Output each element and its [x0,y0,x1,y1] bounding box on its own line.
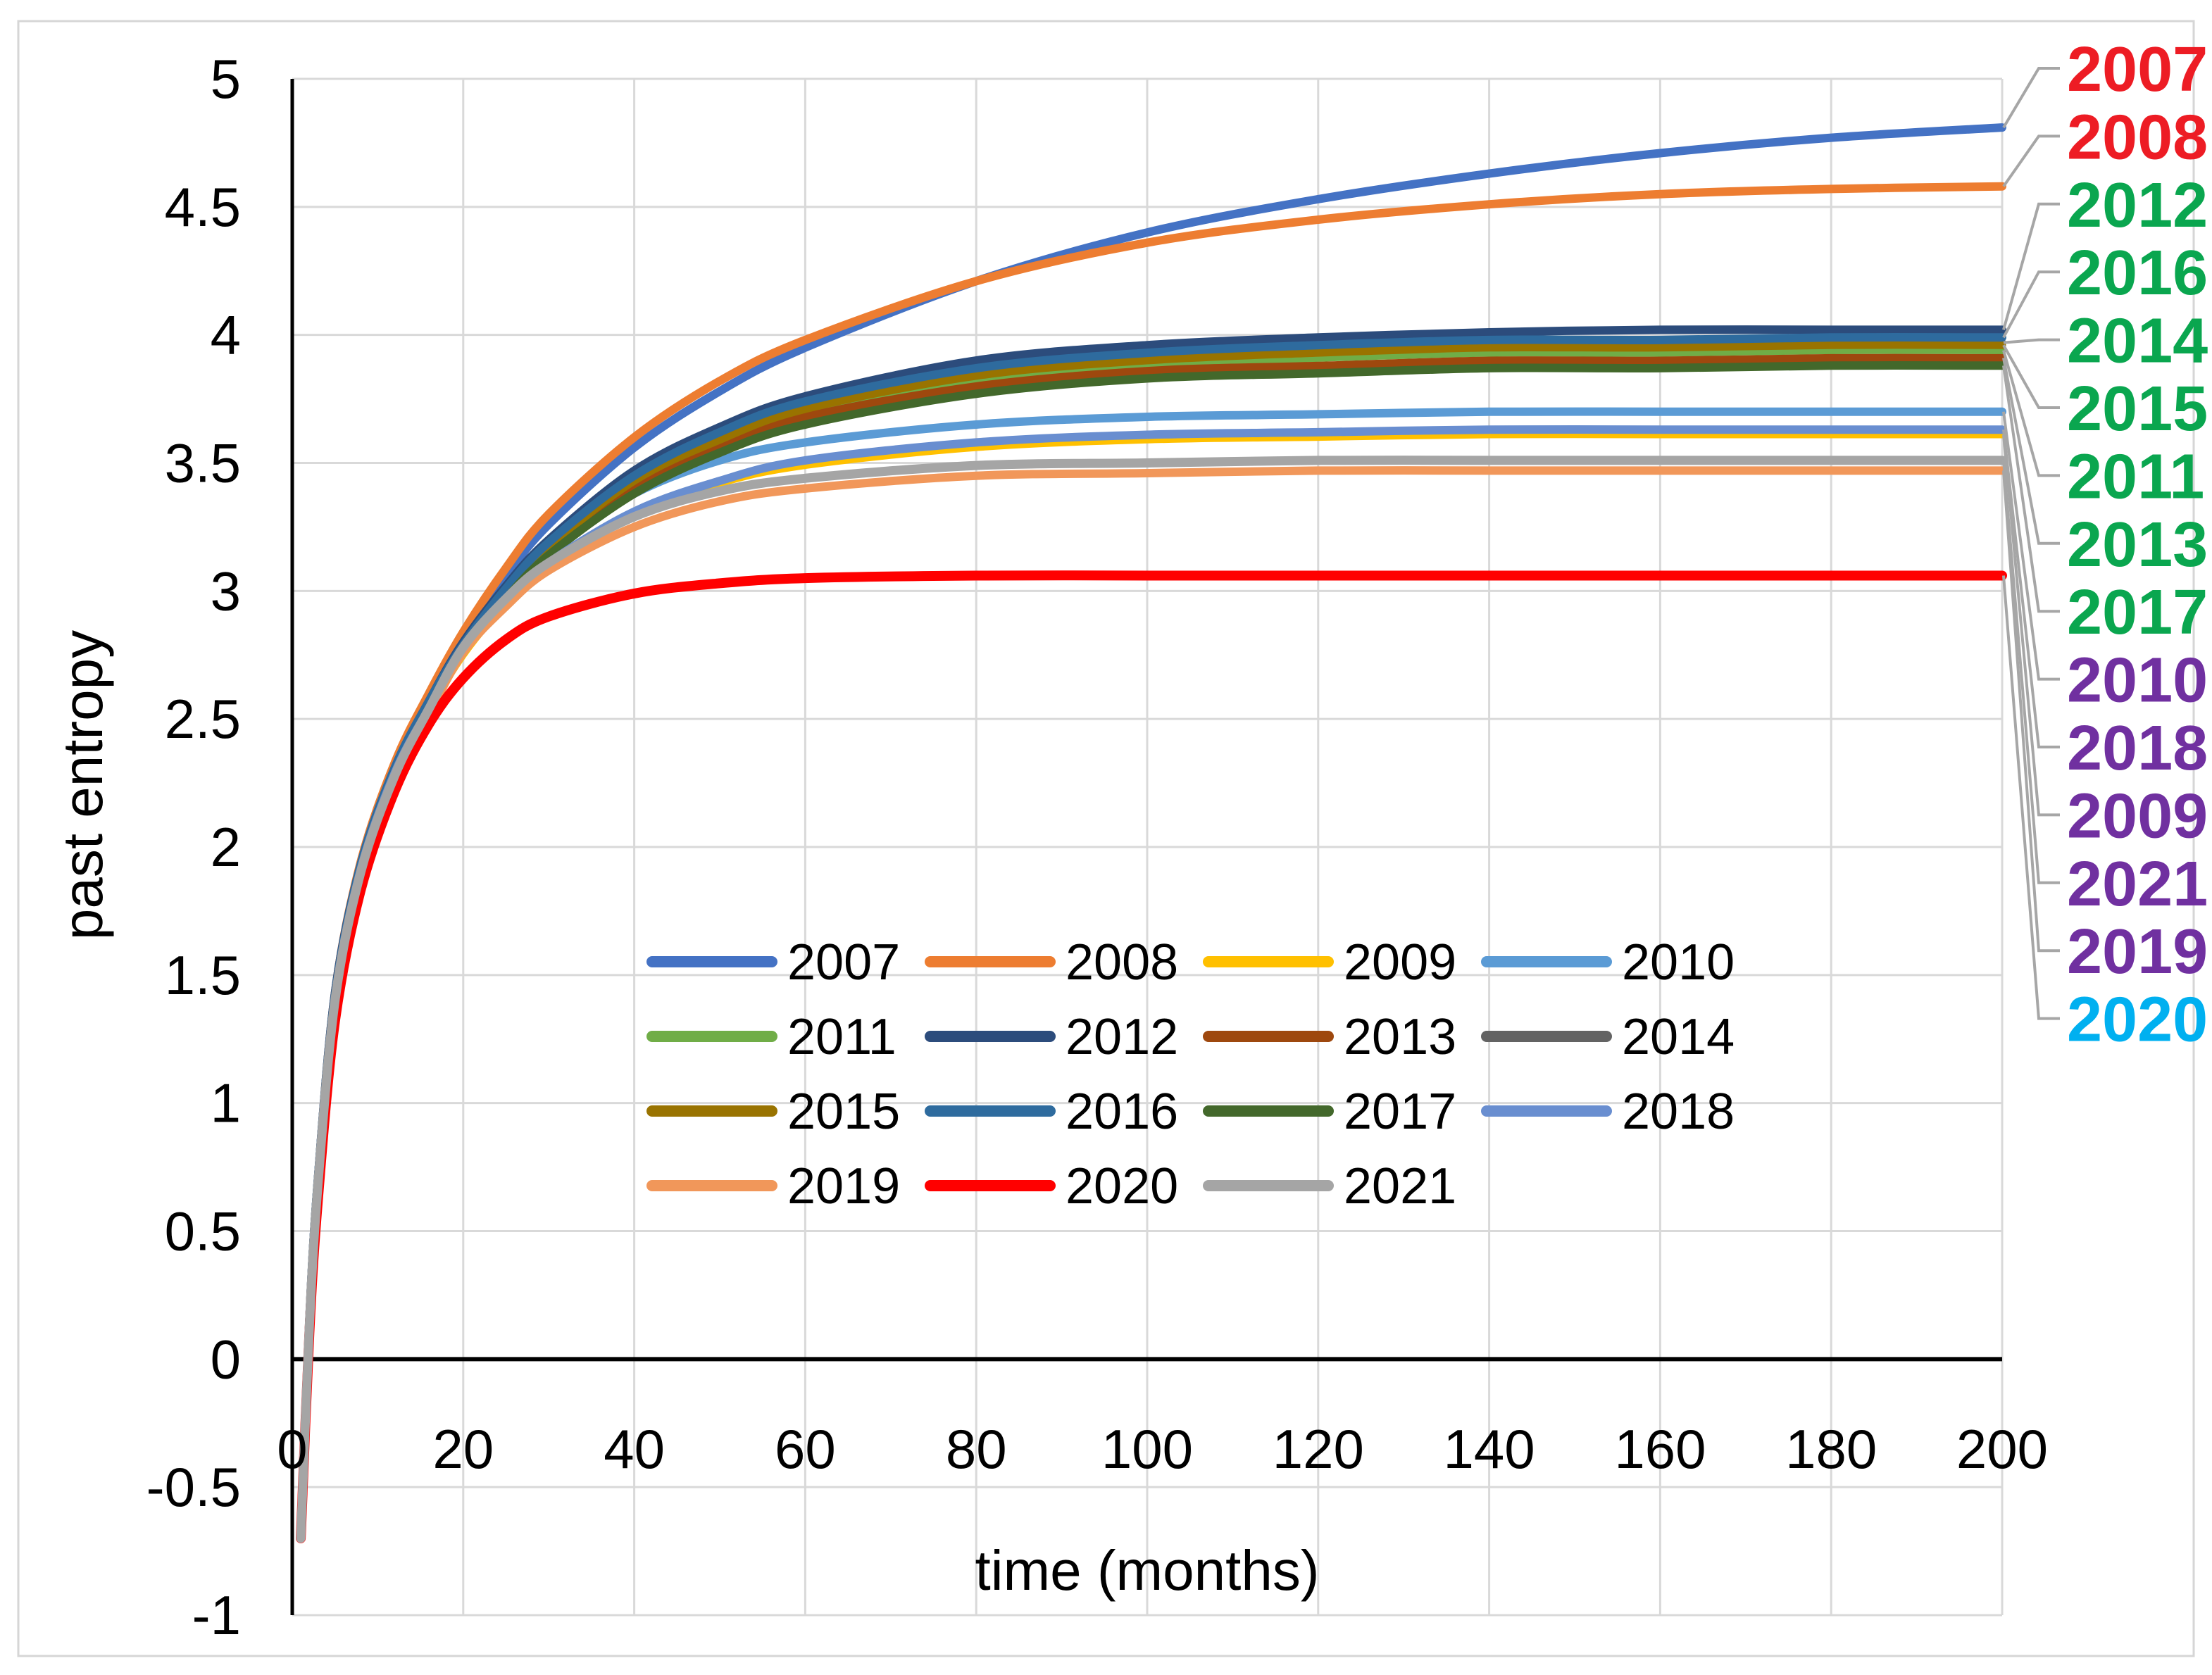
right-year-label-2021: 2021 [2067,849,2208,920]
right-year-label-2010: 2010 [2067,646,2208,716]
legend-item-2019: 2019 [646,1158,900,1215]
right-year-label-2012: 2012 [2067,170,2208,241]
x-tick-label: 40 [604,1418,665,1480]
legend-item-2010: 2010 [1481,934,1735,991]
leader-line-2009 [2002,434,2060,817]
y-axis-title: past entropy [51,630,114,940]
y-tick-label: 2.5 [165,688,241,750]
legend-label-2018: 2018 [1622,1084,1735,1140]
x-tick-label: 0 [277,1418,307,1480]
x-tick-label: 80 [946,1418,1007,1480]
right-year-label-2009: 2009 [2067,781,2208,851]
right-year-label-2015: 2015 [2067,374,2208,444]
right-year-label-2008: 2008 [2067,102,2208,172]
leader-line-2013 [2002,358,2060,545]
leader-line-2015 [2002,344,2060,409]
x-tick-label: 60 [775,1418,836,1480]
legend-label-2020: 2020 [1066,1158,1178,1215]
right-year-label-2019: 2019 [2067,917,2208,987]
series-line-2008 [296,182,2006,1543]
y-tick-label: 1.5 [165,944,241,1006]
legend-label-2009: 2009 [1344,934,1456,991]
legend-label-2014: 2014 [1622,1009,1735,1065]
legend-label-2013: 2013 [1344,1009,1456,1065]
leader-line-2018 [2002,429,2060,748]
y-tick-label: 1 [211,1072,241,1134]
right-year-label-2020: 2020 [2067,985,2208,1055]
figure-border [17,20,2195,1657]
legend-item-2017: 2017 [1203,1084,1456,1140]
leader-line-2007 [2002,67,2060,129]
series-line-2019 [296,466,2006,1543]
x-tick-label: 140 [1444,1418,1535,1480]
y-tick-label: 3.5 [165,432,241,494]
legend-item-2016: 2016 [925,1084,1178,1140]
legend-item-2009: 2009 [1203,934,1456,991]
right-year-label-2013: 2013 [2067,510,2208,580]
series-lines [296,123,2007,1543]
legend-item-2013: 2013 [1203,1009,1456,1065]
x-tick-label: 120 [1273,1418,1364,1480]
y-tick-label: -1 [192,1584,241,1646]
right-year-label-2016: 2016 [2067,238,2208,308]
x-tick-label: 20 [432,1418,494,1480]
legend-label-2015: 2015 [787,1084,900,1140]
right-year-label-2017: 2017 [2067,577,2208,648]
leader-line-2008 [2002,134,2060,187]
legend-label-2016: 2016 [1066,1084,1178,1140]
legend-label-2017: 2017 [1344,1084,1456,1140]
y-tick-label: 0 [211,1328,241,1390]
y-tick-label: 4.5 [165,176,241,238]
legend-label-2012: 2012 [1066,1009,1178,1065]
right-year-label-2018: 2018 [2067,713,2208,784]
legend-item-2020: 2020 [925,1158,1178,1215]
legend-item-2018: 2018 [1481,1084,1735,1140]
x-tick-label: 180 [1785,1418,1877,1480]
y-tick-label: -0.5 [146,1456,241,1518]
legend-label-2007: 2007 [787,934,900,991]
legend-item-2021: 2021 [1203,1158,1456,1215]
leader-line-2020 [2002,575,2060,1020]
x-tick-label: 160 [1614,1418,1706,1480]
series-line-2021 [296,456,2007,1543]
y-tick-label: 0.5 [165,1200,241,1262]
x-axis-title: time (months) [975,1539,1320,1602]
legend-item-2014: 2014 [1481,1009,1735,1065]
leader-line-2012 [2002,202,2060,330]
gridlines [291,77,2004,1617]
legend-item-2007: 2007 [646,934,900,991]
legend-label-2010: 2010 [1622,934,1735,991]
y-tick-label: 3 [211,560,241,622]
x-tick-label: 200 [1956,1418,2048,1480]
legend-item-2008: 2008 [925,934,1178,991]
right-year-labels: 2007200820122016201420152011201320172010… [2067,34,2208,1055]
y-tick-label: 4 [211,304,241,366]
right-year-label-2007: 2007 [2067,34,2208,105]
axes [290,79,2002,1615]
leader-line-2016 [2002,270,2060,339]
leader-line-2021 [2002,460,2060,884]
x-tick-label: 100 [1101,1418,1193,1480]
leader-line-2010 [2002,411,2060,681]
y-tick-label: 5 [211,48,241,110]
leader-line-2011 [2002,349,2060,477]
leader-line-2017 [2002,365,2060,613]
right-year-label-2011: 2011 [2067,441,2204,512]
legend: 2007 2008 2009 2010 2011 2012 2013 2014 2015 2016… [646,934,1735,1215]
legend-label-2011: 2011 [787,1009,896,1065]
y-tick-label: 2 [211,816,241,878]
legend-item-2012: 2012 [925,1009,1178,1065]
legend-label-2021: 2021 [1344,1158,1456,1215]
legend-item-2015: 2015 [646,1084,900,1140]
tick-labels: 0 20 40 60 80 100 120 140 160 180 20054.543.532.52… [146,48,2048,1646]
leader-lines [2002,67,2060,1020]
legend-label-2019: 2019 [787,1158,900,1215]
legend-label-2008: 2008 [1066,934,1178,991]
leader-line-2019 [2002,470,2060,953]
leader-line-2014 [2003,338,2060,344]
right-year-label-2014: 2014 [2067,306,2208,377]
legend-item-2011: 2011 [646,1009,896,1065]
